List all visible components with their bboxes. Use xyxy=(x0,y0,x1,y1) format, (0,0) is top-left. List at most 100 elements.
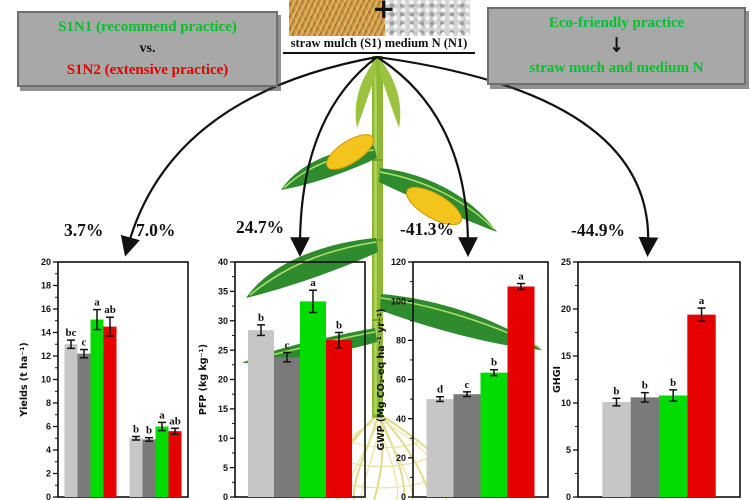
tick-label: 20 xyxy=(41,257,51,267)
y-axis-label: GWP (Mg CO₂-eq ha⁻¹ yr⁻¹) xyxy=(376,308,387,450)
bar xyxy=(453,394,481,497)
tick-label: 20 xyxy=(218,375,228,385)
treatment-label: straw mulch (S1) medium N (N1) xyxy=(283,36,475,54)
plant-stalk xyxy=(372,56,383,418)
tick-label: 5 xyxy=(223,463,228,473)
significance-letter: d xyxy=(437,384,443,396)
plant-roots xyxy=(311,413,457,500)
tick-label: 0 xyxy=(46,492,51,500)
significance-letter: c xyxy=(285,339,290,351)
tick-label: 40 xyxy=(396,414,406,424)
plant-tassel xyxy=(355,58,401,128)
bar xyxy=(90,319,104,497)
bar xyxy=(480,372,508,497)
bar xyxy=(129,438,143,497)
yields-change-2: 7.0% xyxy=(136,220,176,240)
tick-label: 40 xyxy=(218,257,228,267)
y-axis-label: Yields (t ha⁻¹) xyxy=(19,342,30,417)
eco-treatment-label: straw much and medium N xyxy=(529,60,704,76)
tick-label: 25 xyxy=(218,345,228,355)
tick-label: 100 xyxy=(391,296,406,306)
tick-label: 0 xyxy=(566,492,571,500)
y-axis-label: PFP (kg kg⁻¹) xyxy=(198,344,209,415)
bar xyxy=(630,397,659,497)
tick-label: 10 xyxy=(41,375,51,385)
tick-label: 0 xyxy=(223,492,228,500)
bar xyxy=(103,326,117,497)
tick-label: 15 xyxy=(561,351,571,361)
yields-change-1: 3.7% xyxy=(64,220,104,240)
recommend-practice-label: S1N1 (recommend practice) xyxy=(58,19,237,35)
bar xyxy=(659,395,688,497)
down-arrow-icon: ↓ xyxy=(609,34,624,58)
tick-label: 10 xyxy=(561,398,571,408)
significance-letter: b xyxy=(258,312,264,324)
comparison-box: S1N1 (recommend practice) vs. S1N2 (exte… xyxy=(17,11,278,87)
tick-label: 30 xyxy=(218,316,228,326)
tick-label: 2 xyxy=(46,469,51,479)
chart-ghgi: 0 5 10 15 20 25 GHGI b b b a xyxy=(552,257,741,500)
bar xyxy=(155,426,169,497)
significance-letter: b xyxy=(336,320,342,332)
bar xyxy=(274,357,300,497)
eco-practice-label: Eco-friendly practice xyxy=(548,15,685,31)
bar xyxy=(77,353,91,497)
bar xyxy=(168,431,182,497)
tick-label: 80 xyxy=(396,336,406,346)
arrow-to-ghgi-icon xyxy=(376,55,659,257)
significance-letter: b xyxy=(613,385,619,397)
bar xyxy=(687,314,716,497)
tick-label: 0 xyxy=(401,492,406,500)
significance-letter: a xyxy=(159,409,165,421)
significance-letter: ab xyxy=(169,415,181,427)
straw-mulch-image xyxy=(289,0,385,36)
arrow-to-yields-icon xyxy=(120,55,378,257)
bar xyxy=(426,399,454,497)
chart-pfp: 0 5 10 15 20 25 30 35 40 PFP (kg kg⁻¹) b c a b xyxy=(198,257,366,500)
tick-label: 12 xyxy=(41,351,51,361)
tick-label: 25 xyxy=(561,257,571,267)
significance-letter: a xyxy=(699,295,705,307)
bar xyxy=(64,344,78,497)
tick-label: 10 xyxy=(218,433,228,443)
arrow-to-gwp-icon xyxy=(376,56,478,257)
bar xyxy=(300,301,326,497)
significance-letter: b xyxy=(642,380,648,392)
significance-letter: b xyxy=(133,423,139,435)
nitrogen-fertilizer-image xyxy=(385,0,470,36)
significance-letter: bc xyxy=(66,327,77,339)
tick-label: 20 xyxy=(396,453,406,463)
corn-ears xyxy=(326,134,463,226)
pfp-change: 24.7% xyxy=(236,217,285,237)
chart-gwp: 0 20 40 60 80 100 120 GWP (Mg CO₂-eq ha⁻¹ yr⁻¹)… xyxy=(376,257,549,500)
bar xyxy=(248,330,274,497)
plus-icon: + xyxy=(372,0,396,25)
tick-label: 8 xyxy=(46,398,51,408)
bar xyxy=(326,340,352,497)
y-axis-label: GHGI xyxy=(552,366,563,393)
tick-label: 4 xyxy=(46,445,51,455)
significance-letter: c xyxy=(465,379,470,391)
significance-letter: b xyxy=(491,357,497,369)
ghgi-change: -44.9% xyxy=(571,220,625,240)
tick-label: 5 xyxy=(566,445,571,455)
tick-label: 60 xyxy=(396,375,406,385)
significance-letter: b xyxy=(670,377,676,389)
tick-label: 16 xyxy=(41,304,51,314)
tick-label: 20 xyxy=(561,304,571,314)
bar xyxy=(142,439,156,497)
tick-label: 6 xyxy=(46,422,51,432)
bar xyxy=(507,286,535,497)
arrow-to-pfp-icon xyxy=(290,56,378,257)
significance-letter: b xyxy=(146,425,152,437)
tick-label: 15 xyxy=(218,404,228,414)
bar xyxy=(602,402,631,497)
vs-label: vs. xyxy=(139,41,156,56)
tick-label: 35 xyxy=(218,287,228,297)
extensive-practice-label: S1N2 (extensive practice) xyxy=(66,62,229,78)
